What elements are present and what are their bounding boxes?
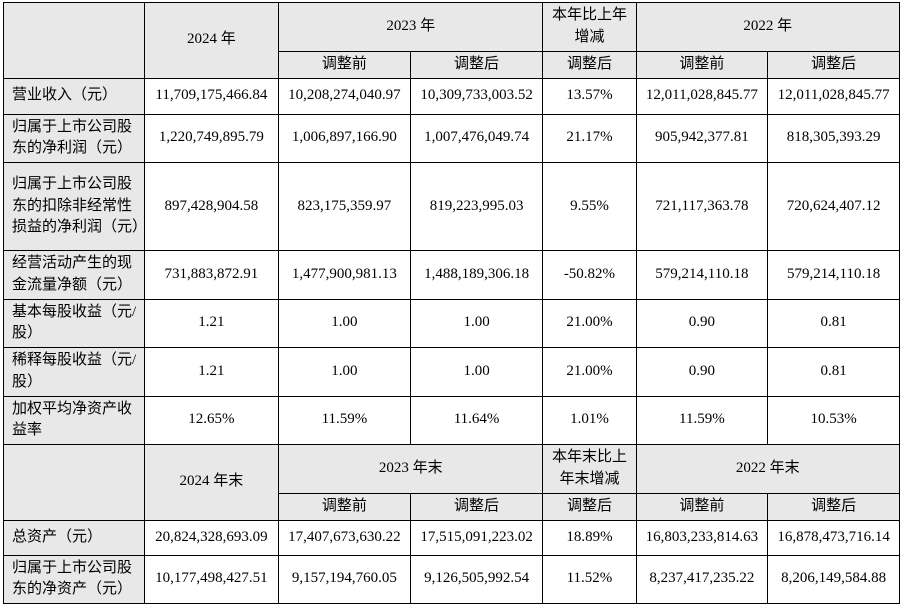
row-label-diluted-eps: 稀释每股收益（元/股）: [3, 347, 145, 397]
table-row: 归属于上市公司股东的净利润（元） 1,220,749,895.79 1,006,…: [3, 113, 900, 163]
cell-value: 720,624,407.12: [767, 162, 900, 251]
row-label-basic-eps: 基本每股收益（元/股）: [3, 298, 145, 348]
cell-value: 21.17%: [542, 113, 637, 163]
cell-value: 8,206,149,584.88: [767, 554, 900, 604]
section1-header-2023: 2023 年: [278, 2, 544, 52]
section1-subheader-2023-adj-after: 调整后: [409, 50, 544, 79]
row-label-operating-revenue: 营业收入（元）: [3, 77, 145, 115]
cell-value: 1,006,897,166.90: [278, 113, 411, 163]
cell-value: 9,157,194,760.05: [278, 554, 411, 604]
section1-header-year-row: 2024 年 2023 年 本年比上年增减 2022 年: [3, 2, 901, 79]
cell-value: 10.53%: [767, 395, 900, 445]
row-label-weighted-avg-roe: 加权平均净资产收益率: [3, 395, 145, 445]
financial-summary-page: 2024 年 2023 年 本年比上年增减 2022 年 调整前 调整后 调整后…: [3, 2, 901, 604]
cell-value: 21.00%: [542, 347, 637, 397]
table-row: 总资产（元） 20,824,328,693.09 17,407,673,630.…: [3, 519, 900, 556]
cell-value: 0.81: [767, 347, 900, 397]
section1-subheader-2022-adj-before: 调整前: [635, 50, 769, 79]
cell-value: 0.90: [635, 298, 769, 348]
table-row: 稀释每股收益（元/股） 1.21 1.00 1.00 21.00% 0.90 0…: [3, 347, 900, 397]
cell-value: 11,709,175,466.84: [143, 77, 280, 115]
table-row: 营业收入（元） 11,709,175,466.84 10,208,274,040…: [3, 77, 900, 115]
section1-corner-cell: [3, 2, 145, 79]
table-row: 加权平均净资产收益率 12.65% 11.59% 11.64% 1.01% 11…: [3, 395, 900, 445]
cell-value: 8,237,417,235.22: [635, 554, 769, 604]
cell-value: 0.81: [767, 298, 900, 348]
cell-value: 16,878,473,716.14: [767, 519, 900, 556]
cell-value: 10,208,274,040.97: [278, 77, 411, 115]
cell-value: 1,007,476,049.74: [409, 113, 544, 163]
cell-value: 1.00: [278, 298, 411, 348]
row-label-operating-cash-flow: 经营活动产生的现金流量净额（元）: [3, 250, 145, 300]
cell-value: 12.65%: [143, 395, 280, 445]
section2-subheader-2022-adj-before: 调整前: [635, 492, 769, 521]
cell-value: 11.52%: [542, 554, 637, 604]
cell-value: -50.82%: [542, 250, 637, 300]
cell-value: 1,488,189,306.18: [409, 250, 544, 300]
section2-subheader-2023-adj-before: 调整前: [278, 492, 411, 521]
cell-value: 1.21: [143, 347, 280, 397]
cell-value: 9,126,505,992.54: [409, 554, 544, 604]
row-label-net-profit: 归属于上市公司股东的净利润（元）: [3, 113, 145, 163]
cell-value: 818,305,393.29: [767, 113, 900, 163]
table-row: 归属于上市公司股东的净资产（元） 10,177,498,427.51 9,157…: [3, 554, 900, 604]
cell-value: 897,428,904.58: [143, 162, 280, 251]
cell-value: 13.57%: [542, 77, 637, 115]
section2-subheader-2023-adj-after: 调整后: [409, 492, 544, 521]
section1-header-2024: 2024 年: [143, 2, 280, 79]
cell-value: 1.21: [143, 298, 280, 348]
cell-value: 1.00: [409, 347, 544, 397]
cell-value: 721,117,363.78: [635, 162, 769, 251]
table-row: 经营活动产生的现金流量净额（元） 731,883,872.91 1,477,90…: [3, 250, 900, 300]
section1-header-adjust-row: 调整前 调整后 调整后 调整前 调整后: [4, 50, 900, 79]
section2-header-2023-end: 2023 年末: [278, 444, 544, 494]
cell-value: 16,803,233,814.63: [635, 519, 769, 556]
table-row: 归属于上市公司股东的扣除非经常性损益的净利润（元） 897,428,904.58…: [3, 162, 900, 251]
cell-value: 1,477,900,981.13: [278, 250, 411, 300]
section1-subheader-2022-adj-after: 调整后: [767, 50, 900, 79]
cell-value: 1,220,749,895.79: [143, 113, 280, 163]
cell-value: 9.55%: [542, 162, 637, 251]
cell-value: 11.59%: [278, 395, 411, 445]
cell-value: 12,011,028,845.77: [635, 77, 769, 115]
section2-subheader-change-adj-after: 调整后: [542, 492, 637, 521]
cell-value: 1.01%: [542, 395, 637, 445]
cell-value: 819,223,995.03: [409, 162, 544, 251]
row-label-net-assets: 归属于上市公司股东的净资产（元）: [3, 554, 145, 604]
section1-header-change: 本年比上年增减: [542, 2, 637, 52]
financial-summary-table: 2024 年 2023 年 本年比上年增减 2022 年 调整前 调整后 调整后…: [3, 2, 901, 604]
section1-subheader-2023-adj-before: 调整前: [278, 50, 411, 79]
cell-value: 11.59%: [635, 395, 769, 445]
cell-value: 21.00%: [542, 298, 637, 348]
cell-value: 905,942,377.81: [635, 113, 769, 163]
cell-value: 10,309,733,003.52: [409, 77, 544, 115]
row-label-net-profit-excl-nonrecurring: 归属于上市公司股东的扣除非经常性损益的净利润（元）: [3, 162, 145, 251]
section2-header-2024-end: 2024 年末: [143, 444, 280, 521]
cell-value: 17,407,673,630.22: [278, 519, 411, 556]
cell-value: 1.00: [278, 347, 411, 397]
section2-header-change: 本年末比上年末增减: [542, 444, 637, 494]
cell-value: 12,011,028,845.77: [767, 77, 900, 115]
cell-value: 11.64%: [409, 395, 544, 445]
cell-value: 823,175,359.97: [278, 162, 411, 251]
cell-value: 17,515,091,223.02: [409, 519, 544, 556]
cell-value: 731,883,872.91: [143, 250, 280, 300]
cell-value: 18.89%: [542, 519, 637, 556]
table-row: 基本每股收益（元/股） 1.21 1.00 1.00 21.00% 0.90 0…: [3, 298, 900, 348]
section2-subheader-2022-adj-after: 调整后: [767, 492, 900, 521]
section1-subheader-change-adj-after: 调整后: [542, 50, 637, 79]
section2-header-adjust-row: 调整前 调整后 调整后 调整前 调整后: [4, 492, 900, 521]
section2-corner-cell: [3, 444, 145, 521]
cell-value: 1.00: [409, 298, 544, 348]
row-label-total-assets: 总资产（元）: [3, 519, 145, 556]
cell-value: 0.90: [635, 347, 769, 397]
section1-header-2022: 2022 年: [635, 2, 901, 52]
section2-header-2022-end: 2022 年末: [635, 444, 901, 494]
cell-value: 579,214,110.18: [635, 250, 769, 300]
cell-value: 20,824,328,693.09: [143, 519, 280, 556]
cell-value: 579,214,110.18: [767, 250, 900, 300]
cell-value: 10,177,498,427.51: [143, 554, 280, 604]
section2-header-year-row: 2024 年末 2023 年末 本年末比上年末增减 2022 年末: [3, 444, 901, 521]
